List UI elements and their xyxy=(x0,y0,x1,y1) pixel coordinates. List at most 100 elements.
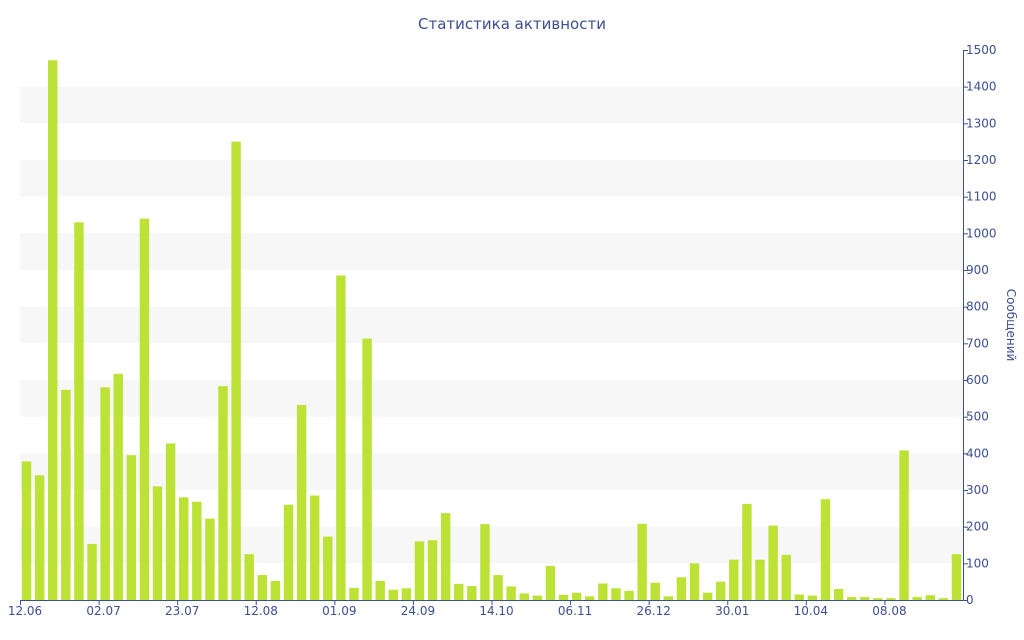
bar[interactable] xyxy=(519,593,529,600)
bar[interactable] xyxy=(349,587,359,600)
x-tick-label: 14.10 xyxy=(479,604,513,618)
x-tick-label: 10.04 xyxy=(794,604,828,618)
y-tick-label: 200 xyxy=(966,520,989,534)
bar[interactable] xyxy=(74,222,84,600)
x-tick-label: 01.09 xyxy=(322,604,356,618)
bar[interactable] xyxy=(545,565,556,600)
y-tick-label: 1000 xyxy=(966,226,997,240)
bar[interactable] xyxy=(558,594,569,600)
grid-band xyxy=(20,306,963,344)
bar[interactable] xyxy=(611,588,621,600)
bar[interactable] xyxy=(585,596,595,600)
x-tick-label: 12.06 xyxy=(8,604,42,618)
bar[interactable] xyxy=(34,475,45,600)
bar[interactable] xyxy=(152,486,163,600)
bar[interactable] xyxy=(139,218,150,601)
bar[interactable] xyxy=(820,499,831,600)
bar[interactable] xyxy=(218,386,228,600)
y-axis-ticks: 0 100 200 300 400 500 600 700 800 900 1000 1100 1200… xyxy=(963,43,997,607)
bar[interactable] xyxy=(742,503,752,600)
bar[interactable] xyxy=(87,543,97,600)
bar[interactable] xyxy=(454,583,464,600)
bar[interactable] xyxy=(938,598,949,600)
bar[interactable] xyxy=(794,594,804,601)
y-tick-label: 700 xyxy=(966,336,989,350)
bar[interactable] xyxy=(781,554,791,600)
bar[interactable] xyxy=(833,589,844,600)
grid-band xyxy=(20,526,963,564)
bar[interactable] xyxy=(702,592,713,600)
bar[interactable] xyxy=(414,541,425,600)
x-tick-label: 26.12 xyxy=(636,604,670,618)
grid-bands xyxy=(20,86,963,564)
bar[interactable] xyxy=(860,597,870,600)
bar[interactable] xyxy=(296,404,307,600)
bar[interactable] xyxy=(113,373,123,600)
bar[interactable] xyxy=(323,536,333,600)
bar[interactable] xyxy=(598,583,608,601)
bar[interactable] xyxy=(729,559,739,600)
bar[interactable] xyxy=(165,443,176,600)
bar[interactable] xyxy=(309,495,320,601)
bar[interactable] xyxy=(100,387,110,600)
bar[interactable] xyxy=(192,501,202,600)
bar[interactable] xyxy=(388,589,398,600)
bar[interactable] xyxy=(270,580,281,600)
bar[interactable] xyxy=(257,575,268,600)
bar[interactable] xyxy=(467,586,477,600)
bar[interactable] xyxy=(846,597,857,600)
bar[interactable] xyxy=(624,590,634,600)
bar[interactable] xyxy=(401,588,412,600)
bar[interactable] xyxy=(244,554,254,600)
bar[interactable] xyxy=(899,450,909,600)
bar[interactable] xyxy=(637,523,647,600)
bars xyxy=(21,60,962,601)
y-tick-label: 800 xyxy=(966,300,989,314)
chart-title: Статистика активности xyxy=(418,15,606,33)
bar[interactable] xyxy=(571,592,582,600)
bar[interactable] xyxy=(951,554,962,600)
bar[interactable] xyxy=(440,513,451,600)
y-tick-label: 1400 xyxy=(966,80,997,94)
bar[interactable] xyxy=(336,275,346,601)
bar[interactable] xyxy=(375,580,385,600)
bar[interactable] xyxy=(427,540,438,600)
bar[interactable] xyxy=(179,497,189,600)
y-tick-label: 400 xyxy=(966,446,989,460)
bar[interactable] xyxy=(126,455,137,600)
grid-band xyxy=(20,380,963,417)
x-tick-label: 12.08 xyxy=(244,604,278,618)
bar[interactable] xyxy=(48,60,58,600)
bar[interactable] xyxy=(768,525,778,600)
bar[interactable] xyxy=(480,524,490,600)
bar[interactable] xyxy=(21,461,32,600)
bar[interactable] xyxy=(506,586,516,600)
bar[interactable] xyxy=(283,504,294,600)
x-tick-label: 06.11 xyxy=(558,604,592,618)
bar[interactable] xyxy=(205,518,215,600)
bar[interactable] xyxy=(532,595,543,600)
bar[interactable] xyxy=(925,595,935,600)
bar[interactable] xyxy=(715,581,726,600)
bar[interactable] xyxy=(807,595,818,600)
bar[interactable] xyxy=(755,559,765,600)
bar[interactable] xyxy=(61,389,71,600)
bar[interactable] xyxy=(231,141,241,601)
bar[interactable] xyxy=(873,598,883,600)
bar[interactable] xyxy=(650,582,660,600)
y-tick-label: 600 xyxy=(966,373,989,387)
bar[interactable] xyxy=(689,563,700,600)
bar[interactable] xyxy=(676,577,687,600)
bar[interactable] xyxy=(362,338,372,600)
x-tick-label: 02.07 xyxy=(86,604,120,618)
bar[interactable] xyxy=(912,597,922,600)
bar[interactable] xyxy=(493,575,503,600)
grid-band xyxy=(20,453,963,490)
y-tick-label: 500 xyxy=(966,410,989,424)
bar[interactable] xyxy=(886,598,896,600)
grid-band xyxy=(20,160,963,197)
y-tick-label: 1300 xyxy=(966,116,997,130)
bar[interactable] xyxy=(663,596,674,600)
x-tick-label: 30.01 xyxy=(715,604,749,618)
